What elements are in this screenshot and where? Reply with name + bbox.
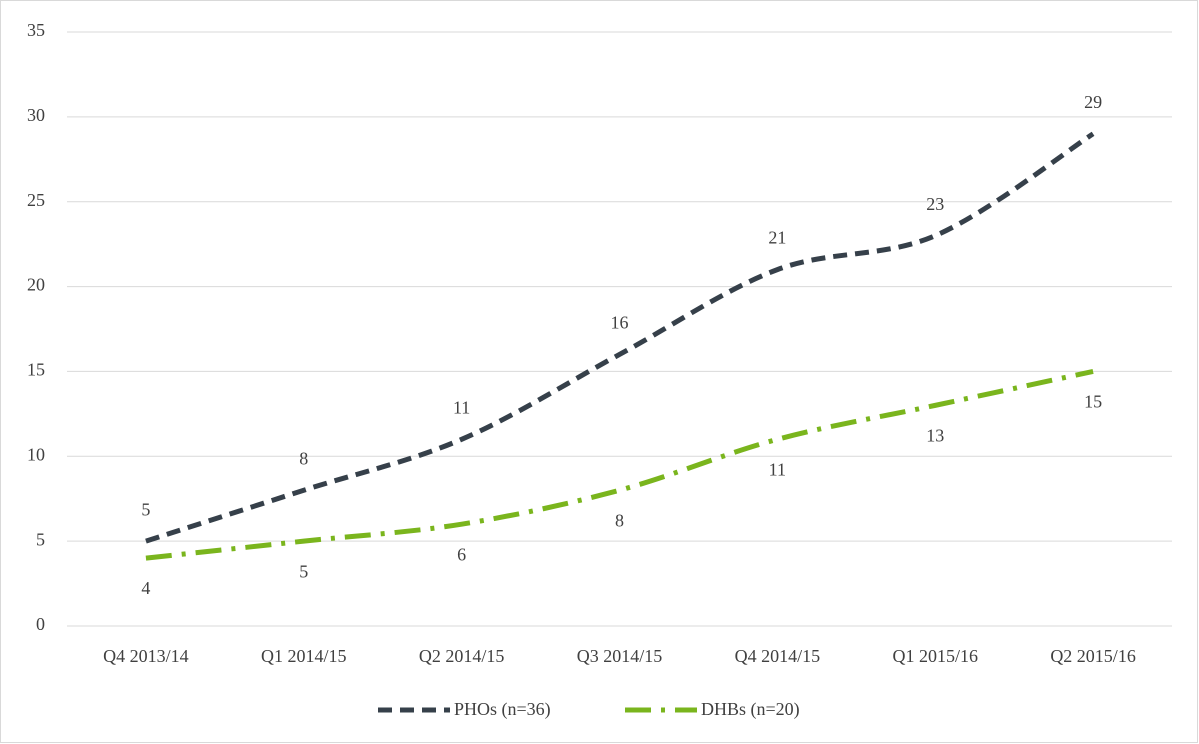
data-label: 8 — [615, 510, 624, 530]
x-tick-label: Q2 2014/15 — [419, 646, 505, 666]
y-tick-label: 20 — [27, 275, 45, 295]
legend-label: DHBs (n=20) — [701, 699, 800, 720]
data-label: 5 — [141, 499, 150, 519]
x-tick-label: Q4 2014/15 — [735, 646, 821, 666]
data-label: 6 — [457, 544, 466, 564]
y-tick-label: 35 — [27, 20, 45, 40]
data-label: 11 — [769, 459, 786, 479]
y-tick-label: 25 — [27, 190, 45, 210]
series-line — [145, 131, 1095, 544]
data-label: 5 — [299, 561, 308, 581]
y-tick-label: 15 — [27, 360, 45, 380]
data-label: 8 — [299, 448, 308, 468]
legend-label: PHOs (n=36) — [454, 699, 551, 720]
data-label: 15 — [1084, 392, 1102, 412]
y-tick-label: 0 — [36, 614, 45, 634]
x-tick-label: Q3 2014/15 — [577, 646, 663, 666]
data-label: 23 — [926, 194, 944, 214]
data-label: 13 — [926, 425, 944, 445]
y-tick-label: 5 — [36, 529, 45, 549]
data-label: 4 — [141, 578, 150, 598]
data-label: 16 — [611, 313, 629, 333]
x-tick-label: Q4 2013/14 — [103, 646, 189, 666]
y-tick-label: 30 — [27, 105, 45, 125]
data-label: 29 — [1084, 92, 1102, 112]
y-tick-label: 10 — [27, 444, 45, 464]
x-tick-label: Q1 2014/15 — [261, 646, 347, 666]
series-line — [145, 368, 1094, 561]
x-tick-label: Q2 2015/16 — [1050, 646, 1136, 666]
data-label: 11 — [453, 397, 470, 417]
x-tick-label: Q1 2015/16 — [892, 646, 978, 666]
data-label: 21 — [768, 228, 786, 248]
